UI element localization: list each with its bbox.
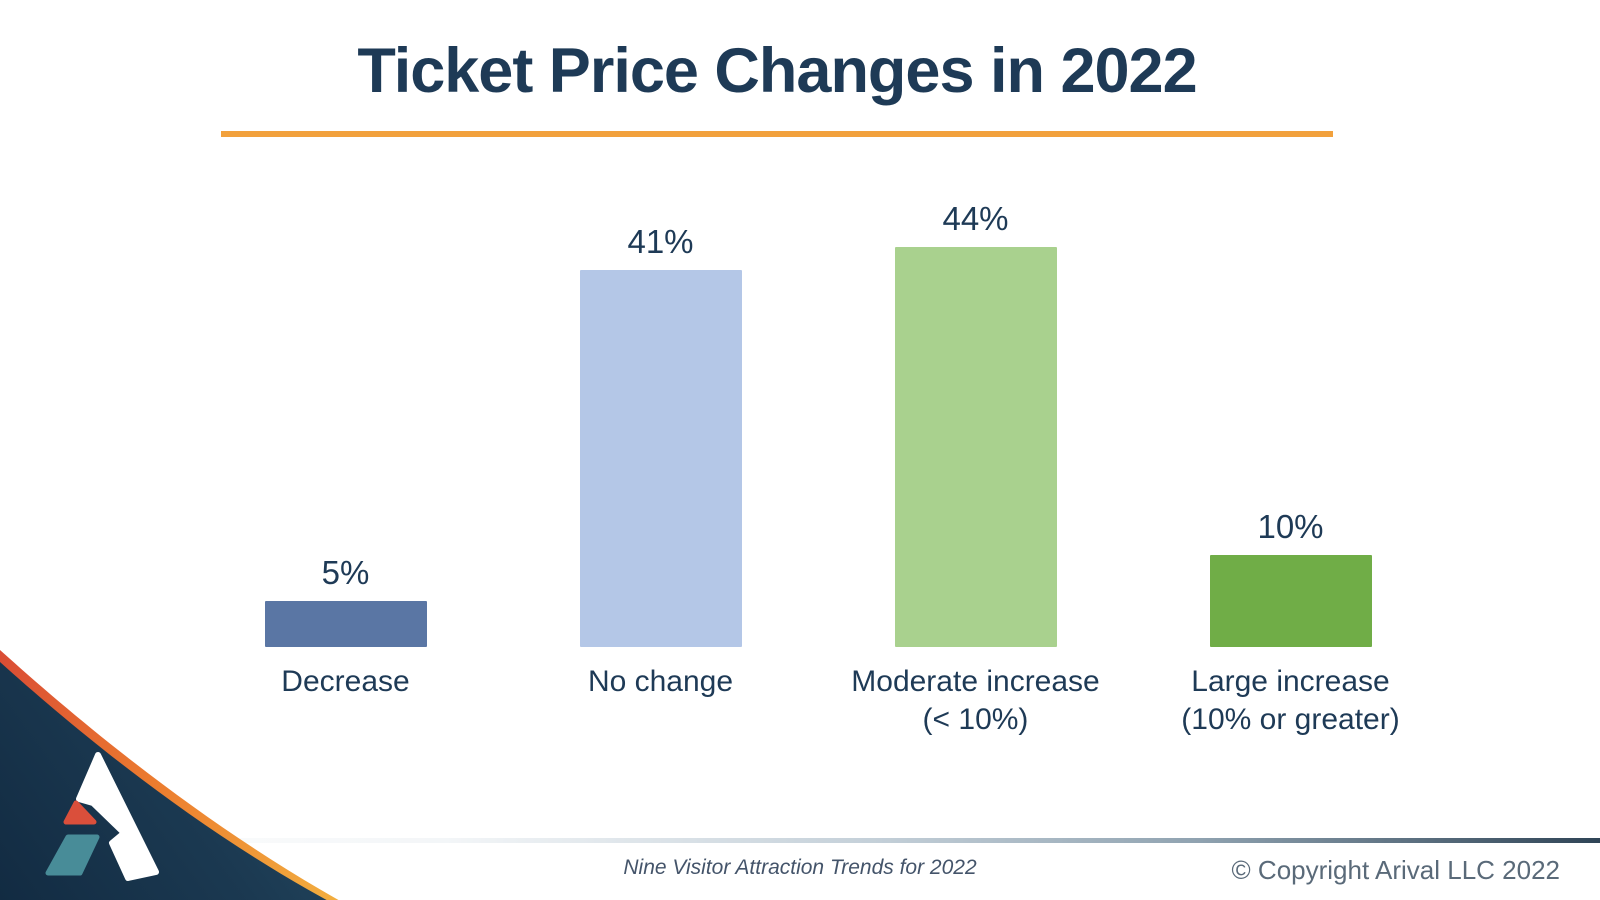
bar-value-label: 10% [1257, 508, 1324, 545]
category-label-line: (10% or greater) [1181, 703, 1400, 736]
bar-large-increase [1209, 555, 1372, 647]
category-label: Large increase (10% or greater) [1181, 663, 1399, 739]
bar-chart: 5% Decrease 41% No change 44% Moderate i… [188, 200, 1448, 760]
bar-group-decrease: 5% Decrease [188, 200, 503, 760]
bar-group-no-change: 41% No change [503, 200, 818, 760]
source-note: Nine Visitor Attraction Trends for 2022 [623, 856, 977, 879]
bar-plot-area: 41% [503, 200, 818, 647]
bar-value-label: 41% [627, 223, 694, 260]
category-label-line: Large increase [1191, 665, 1390, 698]
arival-logo [0, 650, 339, 900]
category-label-line: (< 10%) [922, 703, 1029, 736]
bar-plot-area: 44% [818, 200, 1133, 647]
category-label-line: Decrease [281, 665, 410, 698]
copyright-text: © Copyright Arival LLC 2022 [1231, 855, 1560, 885]
bar-group-large-increase: 10% Large increase (10% or greater) [1133, 200, 1448, 760]
arival-a-icon [76, 752, 159, 881]
slide-title-block: Ticket Price Changes in 2022 [221, 38, 1333, 137]
bar-no-change [579, 270, 742, 647]
category-label: Moderate increase (< 10%) [851, 663, 1099, 739]
footer-gradient-divider [0, 838, 1600, 843]
bar-plot-area: 10% [1133, 200, 1448, 647]
bar-moderate-increase [894, 247, 1057, 647]
bar-decrease [264, 601, 427, 647]
bar-plot-area: 5% [188, 200, 503, 647]
category-label: Decrease [281, 663, 409, 701]
page-title: Ticket Price Changes in 2022 [357, 36, 1197, 106]
bar-group-moderate-increase: 44% Moderate increase (< 10%) [818, 200, 1133, 760]
bar-value-label: 5% [321, 554, 370, 591]
category-label: No change [588, 663, 733, 701]
category-label-line: Moderate increase [851, 665, 1100, 698]
logo-red-triangle-icon [63, 800, 97, 825]
logo-teal-parallelogram-icon [45, 834, 100, 876]
category-label-line: No change [587, 665, 734, 698]
bar-value-label: 44% [942, 200, 1009, 237]
